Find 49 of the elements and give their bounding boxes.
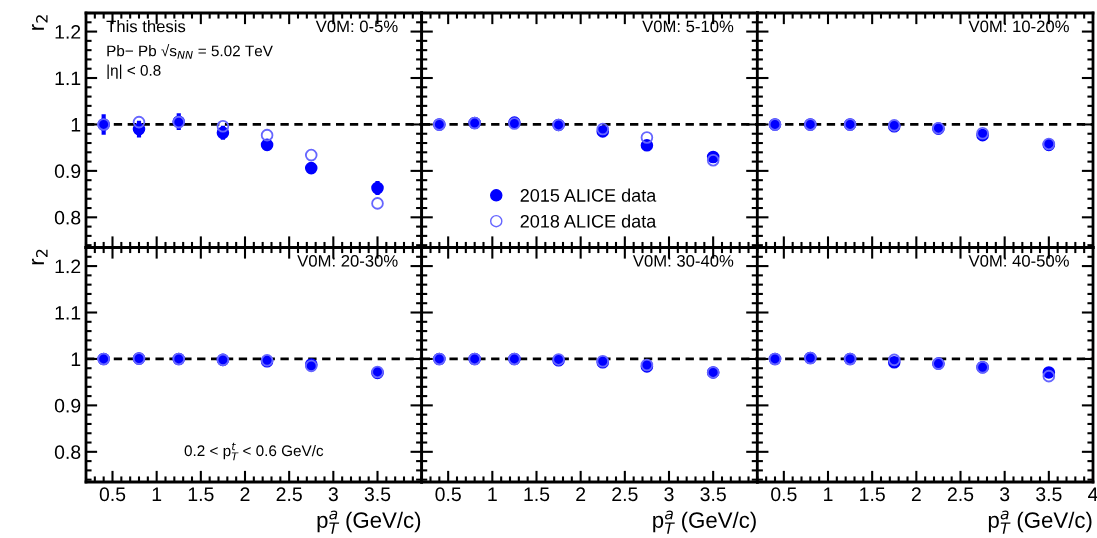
chart-title: V0M: 0-5%	[315, 20, 398, 33]
x-tick-label: 0.5	[771, 487, 797, 502]
x-tick-label: 3	[328, 487, 338, 502]
y-axis-title: r$_{2}$	[31, 15, 48, 30]
chart-title: V0M: 30-40%	[632, 254, 734, 267]
x-tick-label: 4	[1088, 487, 1097, 501]
x-tick-label: 1	[152, 487, 162, 501]
x-tick-label: 2.5	[947, 487, 974, 502]
annotation: Pb− Pb √s$_{NN}$ = 5.02 TeV	[107, 44, 273, 59]
x-axis-title: p$^{a}$$_{T}$ (GeV/c)	[317, 510, 421, 534]
x-tick-label: 3.5	[700, 487, 726, 502]
x-tick-label: 2	[240, 487, 250, 501]
annotation: |η| < 0.8	[107, 64, 161, 79]
x-tick-label: 2.5	[612, 487, 638, 502]
x-axis-title: p$^{a}$$_{T}$ (GeV/c)	[988, 510, 1092, 534]
chart-title: V0M: 5-10%	[642, 20, 734, 33]
y-tick-label: 0.8	[54, 445, 81, 460]
y-tick-label: 1.1	[55, 306, 81, 320]
x-axis-title: p$^{a}$$_{T}$ (GeV/c)	[653, 510, 756, 534]
y-tick-label: 0.8	[54, 210, 81, 225]
chart-title: V0M: 20-30%	[297, 254, 398, 267]
y-tick-label: 1	[71, 118, 81, 132]
y-tick-label: 0.9	[54, 164, 81, 179]
annotation: 0.2 < p$^{t}$$_{T}$ < 0.6 GeV/c	[184, 442, 324, 461]
y-tick-label: 1	[71, 352, 81, 366]
x-tick-label: 2	[576, 487, 586, 501]
y-axis-title: r$_{2}$	[31, 249, 48, 265]
x-tick-label: 0.5	[435, 487, 461, 502]
y-tick-label: 1.2	[55, 259, 81, 274]
x-tick-label: 2.5	[276, 487, 302, 502]
y-tick-label: 1.2	[55, 25, 81, 39]
y-tick-label: 1.1	[55, 71, 81, 86]
annotation: This thesis	[106, 20, 186, 33]
chart-title: V0M: 10-20%	[968, 20, 1069, 33]
x-tick-label: 3	[1000, 487, 1010, 502]
legend-label: 2018 ALICE data	[520, 214, 657, 228]
x-tick-label: 3.5	[1036, 487, 1062, 502]
chart-title: V0M: 40-50%	[968, 254, 1069, 267]
x-tick-label: 3	[664, 487, 674, 502]
legend-label: 2015 ALICE data	[520, 188, 657, 202]
x-tick-label: 2	[911, 487, 921, 501]
x-tick-label: 1	[488, 487, 497, 501]
x-tick-label: 3.5	[364, 487, 391, 502]
x-tick-label: 1.5	[524, 487, 550, 502]
x-tick-label: 1.5	[860, 487, 885, 502]
x-tick-label: 1	[824, 487, 833, 501]
y-tick-label: 0.9	[54, 398, 81, 413]
x-tick-label: 1.5	[188, 487, 214, 502]
x-tick-label: 0.5	[99, 487, 126, 502]
